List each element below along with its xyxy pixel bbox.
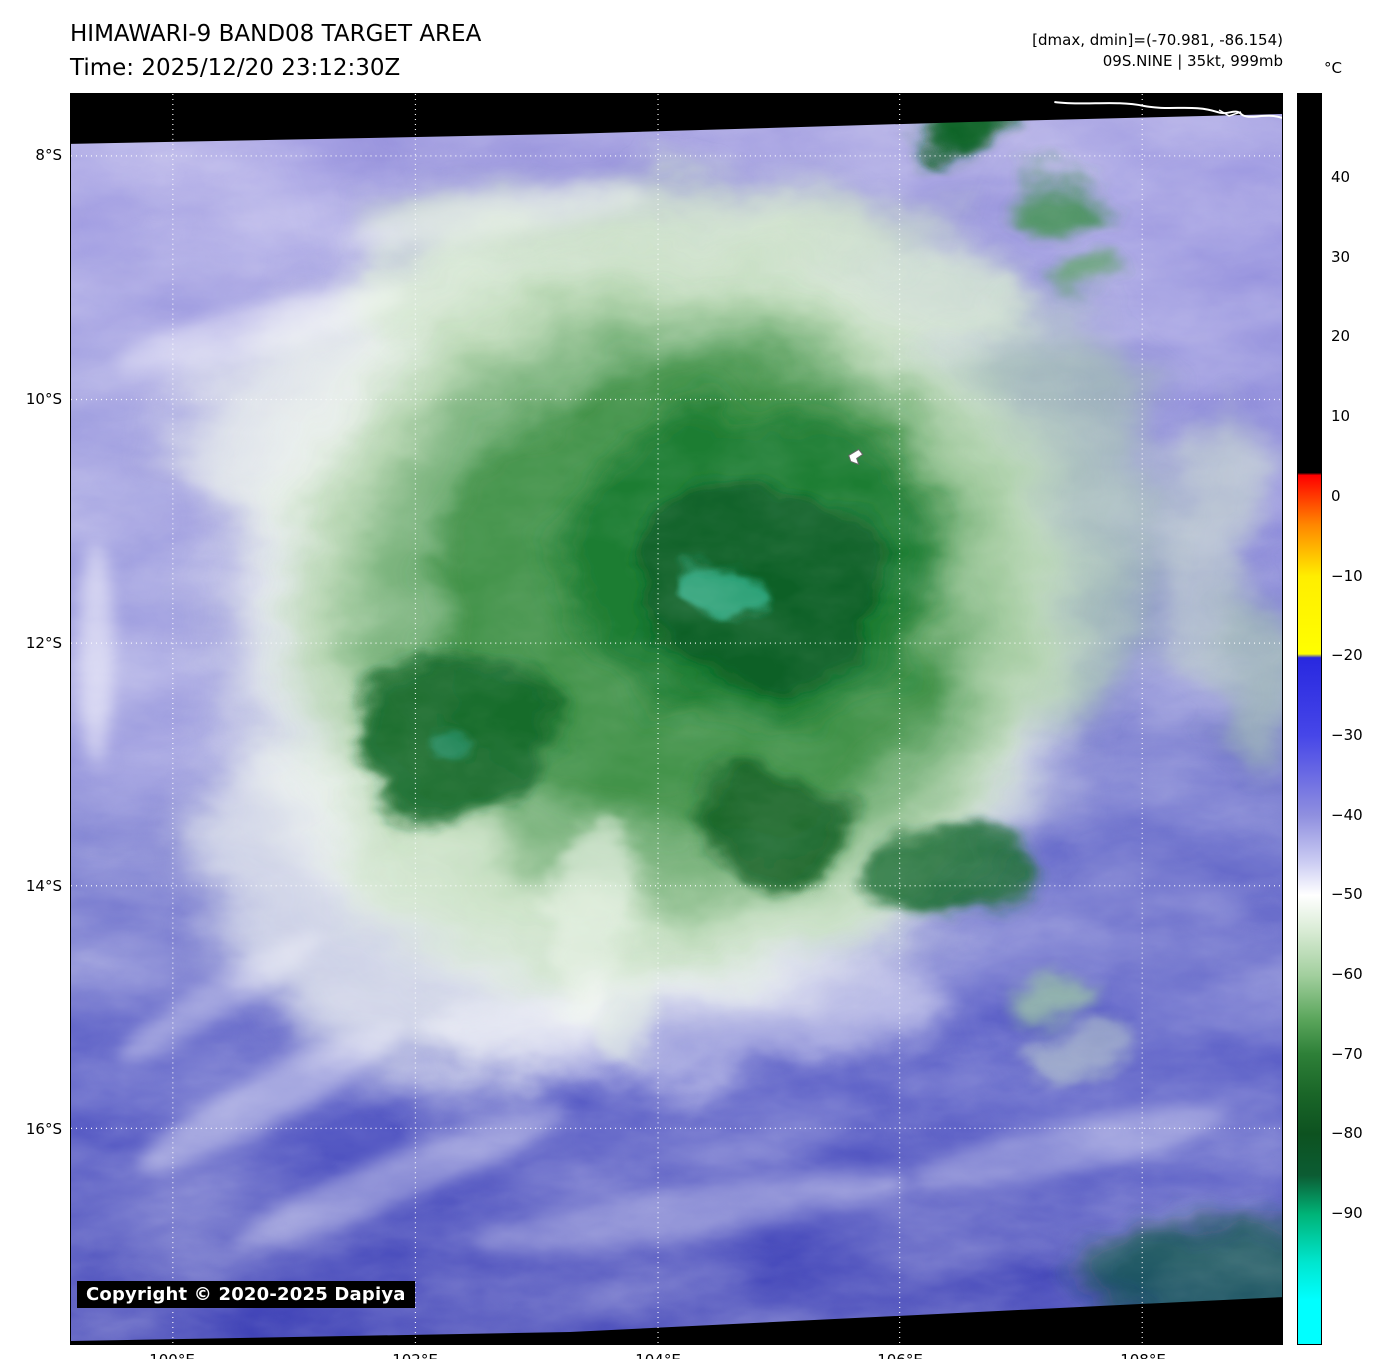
colorbar [1297, 93, 1322, 1345]
colorbar-tick-20: 20 [1331, 327, 1351, 345]
lat-tick-10s: 10°S [25, 390, 62, 408]
storm-center-marker [848, 448, 864, 466]
dmax-dmin-label: [dmax, dmin]=(-70.981, -86.154) [1032, 31, 1283, 49]
colorbar-tick-m50: −50 [1331, 885, 1363, 903]
colorbar-tick-0: 0 [1331, 487, 1341, 505]
coastline [1054, 100, 1282, 119]
colorbar-unit-label: °C [1324, 59, 1342, 77]
scan-edge-bottom [71, 1297, 1282, 1344]
storm-info-label: 09S.NINE | 35kt, 999mb [1102, 52, 1283, 70]
copyright-label: Copyright © 2020-2025 Dapiya [77, 1281, 415, 1308]
header-info: [dmax, dmin]=(-70.981, -86.154) 09S.NINE… [1032, 30, 1283, 72]
colorbar-tick-m70: −70 [1331, 1045, 1363, 1063]
scan-edge-top [71, 94, 1282, 144]
colorbar-tick-m40: −40 [1331, 806, 1363, 824]
colorbar-tick-10: 10 [1331, 407, 1351, 425]
lat-tick-12s: 12°S [25, 634, 62, 652]
cirrus-wisps [77, 183, 1226, 1251]
plot-time: Time: 2025/12/20 23:12:30Z [70, 55, 401, 81]
plot-title: HIMAWARI-9 BAND08 TARGET AREA [70, 21, 482, 47]
lon-tick-106e: 106°E [855, 1351, 945, 1359]
colorbar-tick-m90: −90 [1331, 1204, 1363, 1222]
colorbar-tick-m80: −80 [1331, 1124, 1363, 1142]
colorbar-tick-m60: −60 [1331, 965, 1363, 983]
lon-tick-102e: 102°E [370, 1351, 460, 1359]
lat-tick-14s: 14°S [25, 877, 62, 895]
satellite-image [71, 94, 1282, 1344]
colorbar-tick-m20: −20 [1331, 646, 1363, 664]
lat-lon-grid [71, 94, 1282, 1344]
colorbar-tick-m10: −10 [1331, 567, 1363, 585]
colorbar-tick-40: 40 [1331, 168, 1351, 186]
colorbar-tick-m30: −30 [1331, 726, 1363, 744]
satellite-map: Copyright © 2020-2025 Dapiya [70, 93, 1283, 1345]
lon-tick-104e: 104°E [613, 1351, 703, 1359]
lat-tick-16s: 16°S [25, 1120, 62, 1138]
lat-tick-8s: 8°S [35, 146, 62, 164]
lon-tick-108e: 108°E [1098, 1351, 1188, 1359]
colorbar-tick-30: 30 [1331, 248, 1351, 266]
lon-tick-100e: 100°E [127, 1351, 217, 1359]
